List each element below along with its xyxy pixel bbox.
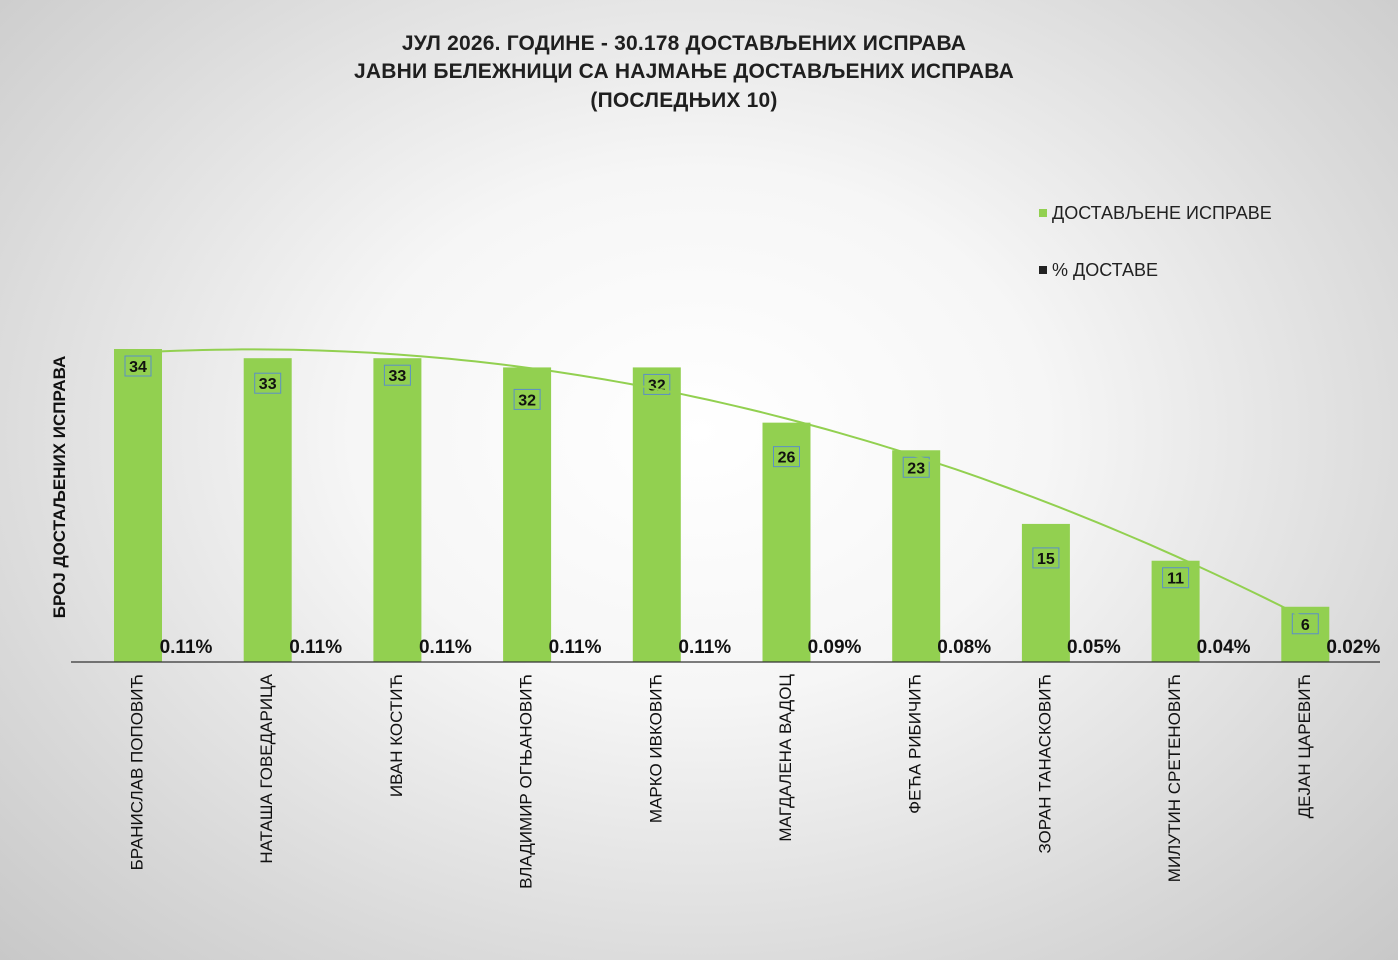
bar: [762, 422, 811, 662]
legend-label-percent: % ДОСТАВЕ: [1052, 260, 1159, 280]
trendline: [137, 348, 1306, 620]
data-label-box: [254, 372, 282, 394]
legend-item-delivered: ДОСТАВЉЕНЕ ИСПРАВЕ: [1039, 203, 1272, 224]
x-tick-label: МАГДАЛЕНА ВАДОЦ: [776, 674, 795, 842]
bar: [632, 367, 681, 662]
data-label-box: [1291, 613, 1319, 635]
bar: [243, 358, 292, 662]
data-label: 26: [778, 450, 796, 467]
x-tick-label: БРАНИСЛАВ ПОПОВИЋ: [127, 674, 146, 870]
data-label: 6: [1301, 617, 1310, 634]
data-label: 11: [1167, 571, 1184, 588]
x-tick-label: НАТАША ГОВЕДАРИЦА: [257, 673, 276, 863]
data-label-box: [513, 388, 541, 410]
bar: [114, 349, 162, 662]
bar: [892, 450, 941, 662]
bar: [1281, 606, 1330, 662]
percent-label: 0.04%: [1197, 637, 1251, 658]
x-tick-label: ДЕЈАН ЦАРЕВИЋ: [1295, 674, 1314, 818]
x-tick-label: ЗОРАН ТАНАСКОВИЋ: [1035, 674, 1054, 854]
bar: [1021, 523, 1070, 662]
percent-label: 0.11%: [549, 637, 602, 658]
data-label-box: [643, 373, 671, 395]
chart-title-line-1: ЈУЛ 2026. ГОДИНЕ - 30.178 ДОСТАВЉЕНИХ ИС…: [401, 32, 967, 55]
chart-title-line-3: (ПОСЛЕДЊИХ 10): [590, 89, 778, 112]
data-label: 33: [389, 368, 407, 385]
data-label: 15: [1037, 551, 1055, 568]
x-tick-label: ИВАН КОСТИЋ: [387, 674, 406, 797]
percent-label: 0.08%: [937, 637, 991, 658]
bar: [373, 358, 422, 662]
data-label-box: [902, 456, 930, 478]
data-label-box: [124, 355, 152, 377]
percent-label: 0.11%: [678, 637, 731, 658]
chart-title-line-2: ЈАВНИ БЕЛЕЖНИЦИ СА НАЈМАЊЕ ДОСТАВЉЕНИХ И…: [354, 60, 1014, 83]
legend-item-percent: % ДОСТАВЕ: [1039, 260, 1158, 281]
bar: [1151, 560, 1200, 662]
bar: [503, 367, 552, 662]
legend-swatch-percent: [1039, 266, 1047, 274]
data-label-box: [773, 446, 800, 468]
data-label-box: [1032, 547, 1060, 569]
data-label: 33: [259, 376, 277, 393]
percent-label: 0.11%: [160, 637, 213, 658]
data-label-box: [1162, 567, 1190, 589]
percent-label: 0.11%: [289, 637, 342, 658]
legend-label-delivered: ДОСТАВЉЕНЕ ИСПРАВЕ: [1052, 203, 1272, 223]
data-label: 32: [518, 392, 536, 409]
legend-swatch-delivered: [1039, 209, 1047, 217]
percent-label: 0.02%: [1326, 637, 1380, 658]
percent-label: 0.05%: [1067, 637, 1121, 658]
data-label: 32: [648, 377, 666, 394]
x-tick-label: ВЛАДИМИР ОГЊАНОВИЋ: [517, 674, 536, 889]
percent-label: 0.11%: [419, 637, 472, 658]
percent-label: 0.09%: [808, 637, 862, 658]
data-label-box: [383, 364, 411, 386]
data-label: 34: [129, 359, 147, 376]
x-tick-label: МАРКО ИВКОВИЋ: [646, 674, 665, 823]
x-tick-label: ФЕЋА РИБИЧИЋ: [906, 674, 925, 814]
data-label: 23: [907, 460, 925, 477]
x-tick-label: МИЛУТИН СРЕТЕНОВИЋ: [1165, 674, 1184, 882]
